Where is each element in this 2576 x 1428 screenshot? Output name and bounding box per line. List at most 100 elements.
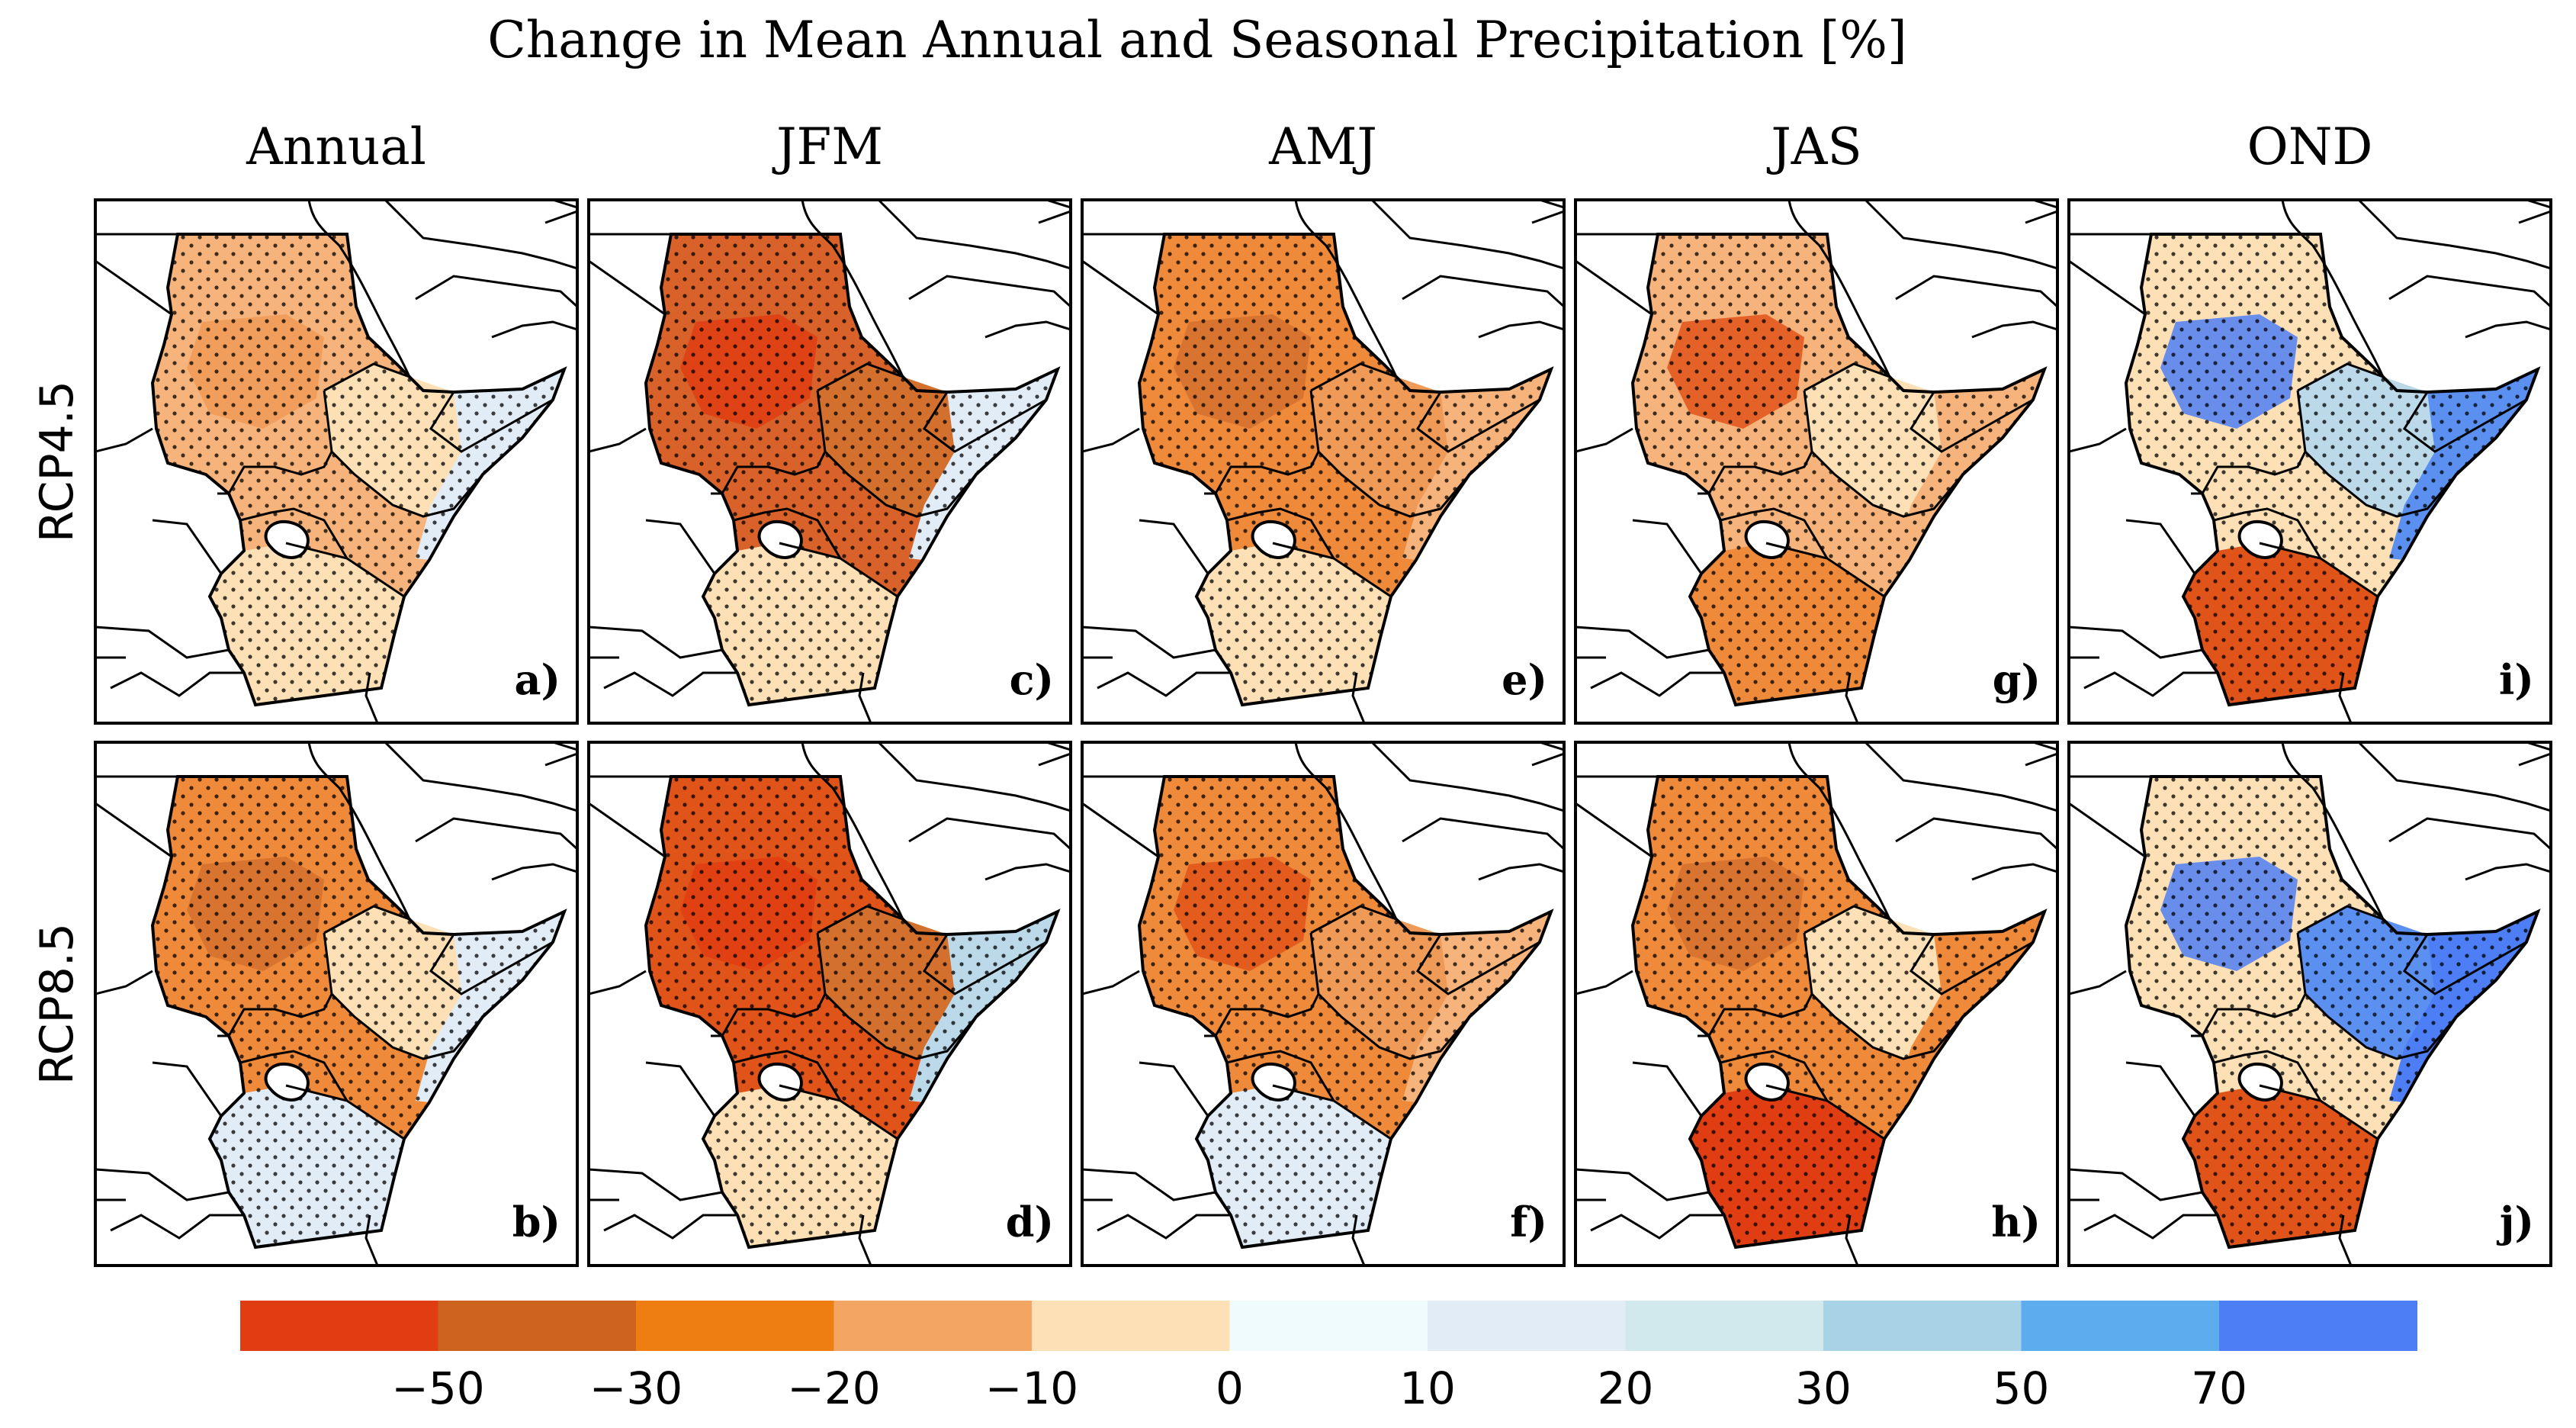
panel-frame — [1574, 198, 2059, 725]
country-border — [2297, 905, 2384, 934]
panel-label: b) — [512, 1198, 560, 1246]
country-border — [217, 993, 333, 1037]
country-border — [217, 451, 333, 495]
coastline — [491, 863, 577, 881]
country-border — [95, 970, 153, 995]
country-border — [1225, 507, 1335, 559]
figure-title: Change in Mean Annual and Seasonal Preci… — [487, 11, 1906, 69]
country-border — [2212, 507, 2322, 559]
country-border — [603, 671, 737, 697]
coastline — [1370, 200, 1564, 270]
country-border — [2125, 1061, 2196, 1117]
lake-victoria — [1251, 1062, 1296, 1102]
country-border — [2191, 451, 2307, 495]
coastline — [1370, 742, 1564, 812]
coastline — [1531, 752, 1564, 767]
panel-label: g) — [1993, 655, 2041, 704]
colorbar-tick-label: −20 — [787, 1362, 880, 1414]
country-border — [1415, 934, 1540, 995]
row-header: RCP4.5 — [31, 381, 84, 542]
significance-stippling — [1633, 777, 2044, 1247]
country-border — [1575, 802, 1653, 858]
coastline — [1351, 1214, 1366, 1266]
country-border — [95, 626, 230, 659]
country-border — [603, 1214, 737, 1240]
coastline — [365, 672, 379, 723]
coastline — [307, 742, 411, 920]
country-border — [152, 1061, 223, 1117]
country-border — [732, 507, 842, 559]
panel-frame — [94, 198, 579, 725]
country-border — [323, 905, 410, 934]
colorbar: −50 −30 −20 −10 0 10 20 30 50 70 — [240, 1301, 2417, 1414]
coastline — [2388, 817, 2551, 851]
coastline — [1864, 742, 2057, 812]
colorbar-tick-label: −30 — [589, 1362, 683, 1414]
panel-label: c) — [1010, 655, 1054, 704]
coastline — [858, 672, 872, 723]
coastline — [2025, 752, 2057, 767]
map-panel: e) — [1081, 198, 1566, 725]
colorbar-tick-label: 20 — [1598, 1362, 1654, 1414]
lake-victoria — [2237, 519, 2283, 559]
panel-label: f) — [1510, 1198, 1547, 1246]
colorbar-swatch — [438, 1301, 637, 1351]
coastline — [1895, 817, 2057, 851]
colorbar-swatch — [1428, 1301, 1626, 1351]
panel-frame — [2067, 198, 2552, 725]
country-border — [645, 1061, 716, 1117]
country-border — [1590, 1214, 1724, 1240]
region-outline — [1137, 233, 1554, 707]
country-border — [323, 362, 410, 392]
country-border — [429, 934, 554, 995]
country-border — [711, 451, 827, 495]
country-border — [152, 519, 223, 574]
map-panel: d) — [587, 741, 1072, 1267]
panel-frame — [1081, 741, 1566, 1267]
lake-victoria — [264, 519, 310, 559]
country-border — [1097, 1214, 1231, 1240]
country-border — [239, 1050, 348, 1102]
significance-stippling — [646, 777, 1058, 1247]
coastline — [1845, 672, 1859, 723]
coastline — [984, 863, 1071, 881]
country-border — [2083, 671, 2218, 697]
colorbar-tick-label: 70 — [2191, 1362, 2247, 1414]
country-border — [1575, 259, 1653, 316]
coastline — [415, 275, 577, 308]
country-border — [1082, 259, 1159, 316]
panel-label: d) — [1006, 1198, 1054, 1246]
country-border — [110, 671, 244, 697]
column-header: AMJ — [1268, 117, 1377, 176]
panel-label: h) — [1991, 1198, 2041, 1246]
country-border — [1698, 451, 1813, 495]
coastline — [491, 320, 577, 339]
country-border — [1698, 993, 1813, 1037]
significance-stippling — [1139, 234, 1551, 705]
coastline — [1294, 742, 1398, 920]
country-border — [1139, 1061, 1209, 1117]
country-border — [1082, 1168, 1216, 1201]
significance-stippling — [646, 234, 1058, 705]
country-border — [1082, 802, 1159, 858]
country-border — [95, 802, 172, 858]
coastline — [877, 200, 1071, 270]
coastline — [1787, 200, 1891, 378]
country-border — [95, 1168, 230, 1201]
country-border — [1909, 934, 2034, 995]
column-header: OND — [2247, 117, 2373, 176]
colorbar-swatch — [2021, 1301, 2220, 1351]
lake-victoria — [1251, 519, 1296, 559]
map-panel: a) — [94, 198, 579, 725]
column-header: JAS — [1766, 117, 1861, 176]
country-border — [239, 507, 348, 559]
region-outline — [150, 775, 567, 1250]
lake-victoria — [1744, 1062, 1790, 1102]
map-panel: f) — [1081, 741, 1566, 1267]
coastline — [1402, 275, 1564, 308]
country-border — [1310, 905, 1397, 934]
colorbar-swatch — [240, 1301, 438, 1351]
country-border — [645, 519, 716, 574]
row-header: RCP8.5 — [31, 923, 84, 1085]
country-border — [1719, 1050, 1829, 1102]
